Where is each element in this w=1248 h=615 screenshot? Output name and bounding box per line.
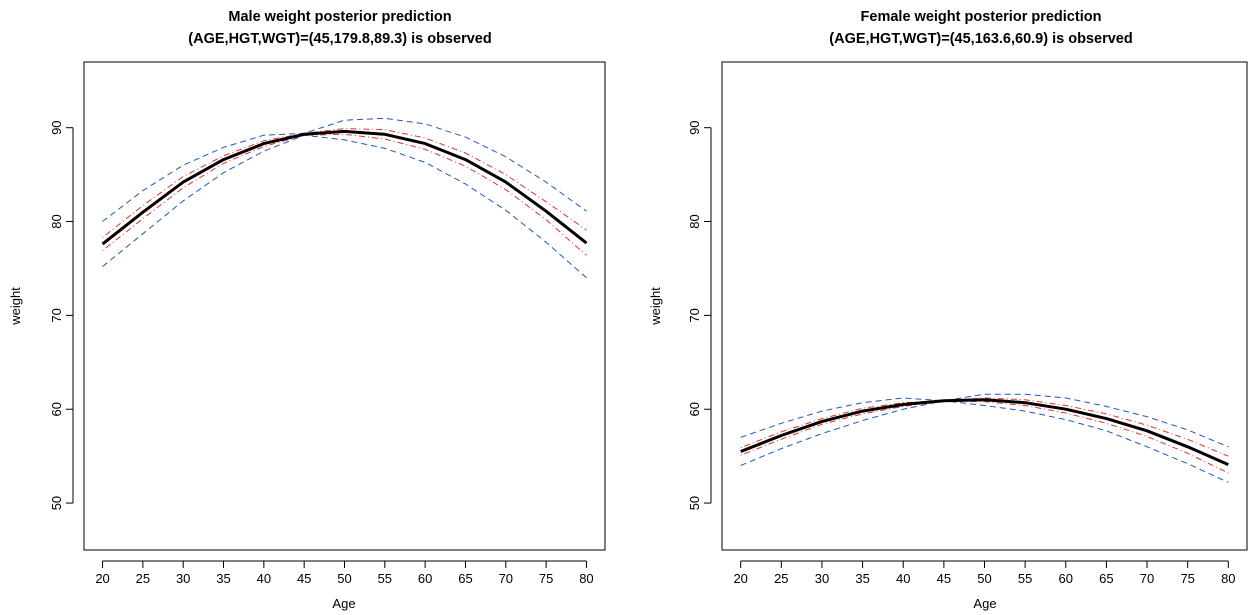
x-tick-label: 80 [579,571,593,586]
y-tick-label: 60 [49,402,64,416]
y-tick-label: 90 [687,120,702,134]
x-tick-label: 70 [1140,571,1154,586]
x-tick-label: 70 [499,571,513,586]
x-tick-label: 80 [1221,571,1235,586]
x-tick-label: 50 [977,571,991,586]
series-mean-line [740,398,1229,466]
series-outer-lower-line [740,400,1229,483]
x-axis-label: Age [973,596,996,611]
chart-title: Male weight posterior prediction [228,9,451,25]
x-tick-label: 30 [815,571,829,586]
series-layer [101,117,588,279]
x-tick-label: 55 [1018,571,1032,586]
y-tick-label: 90 [49,120,64,134]
chart-title: Female weight posterior prediction [861,9,1102,25]
male-weight-chart: Male weight posterior prediction (AGE,HG… [8,9,606,611]
y-tick-label: 80 [687,214,702,228]
y-axis: 50 60 70 80 90 [49,120,74,510]
y-tick-label: 80 [49,214,64,228]
x-tick-label: 60 [418,571,432,586]
x-tick-label: 40 [896,571,910,586]
plot-frame [83,61,606,551]
x-tick-label: 75 [539,571,553,586]
series-mean-line [101,129,588,246]
x-tick-label: 30 [176,571,190,586]
y-axis: 50 60 70 80 90 [687,120,712,510]
y-tick-label: 60 [687,402,702,416]
y-axis-label: weight [8,287,23,326]
series-outer-upper-line [740,393,1229,448]
series-inner-lower-line [102,133,587,256]
chart-subtitle: (AGE,HGT,WGT)=(45,179.8,89.3) is observe… [188,31,491,47]
x-tick-label: 20 [733,571,747,586]
series-layer [740,393,1229,483]
x-tick-label: 65 [458,571,472,586]
x-tick-label: 50 [337,571,351,586]
x-tick-label: 35 [855,571,869,586]
x-tick-label: 60 [1059,571,1073,586]
y-tick-label: 70 [687,308,702,322]
series-inner-upper-line [740,397,1229,457]
x-tick-label: 20 [95,571,109,586]
y-axis-label: weight [648,287,663,326]
x-tick-label: 35 [216,571,230,586]
y-tick-label: 70 [49,308,64,322]
x-tick-label: 45 [937,571,951,586]
x-axis: 20 25 30 35 40 45 50 55 60 65 70 75 80 [733,560,1236,586]
x-tick-label: 25 [136,571,150,586]
x-tick-label: 40 [257,571,271,586]
plot-frame [721,61,1248,551]
x-tick-label: 65 [1099,571,1113,586]
chart-subtitle: (AGE,HGT,WGT)=(45,163.6,60.9) is observe… [829,31,1132,47]
female-weight-chart: Female weight posterior prediction (AGE,… [648,9,1248,611]
y-tick-label: 50 [49,496,64,510]
series-inner-lower-line [740,400,1229,474]
x-axis-label: Age [332,596,355,611]
x-axis: 20 25 30 35 40 45 50 55 60 65 70 75 80 [95,560,594,586]
series-outer-upper-line [102,117,587,222]
y-tick-label: 50 [687,496,702,510]
x-tick-label: 45 [297,571,311,586]
x-tick-label: 25 [774,571,788,586]
x-tick-label: 55 [378,571,392,586]
x-tick-label: 75 [1180,571,1194,586]
series-outer-lower-line [102,134,587,279]
series-inner-upper-line [102,128,587,238]
